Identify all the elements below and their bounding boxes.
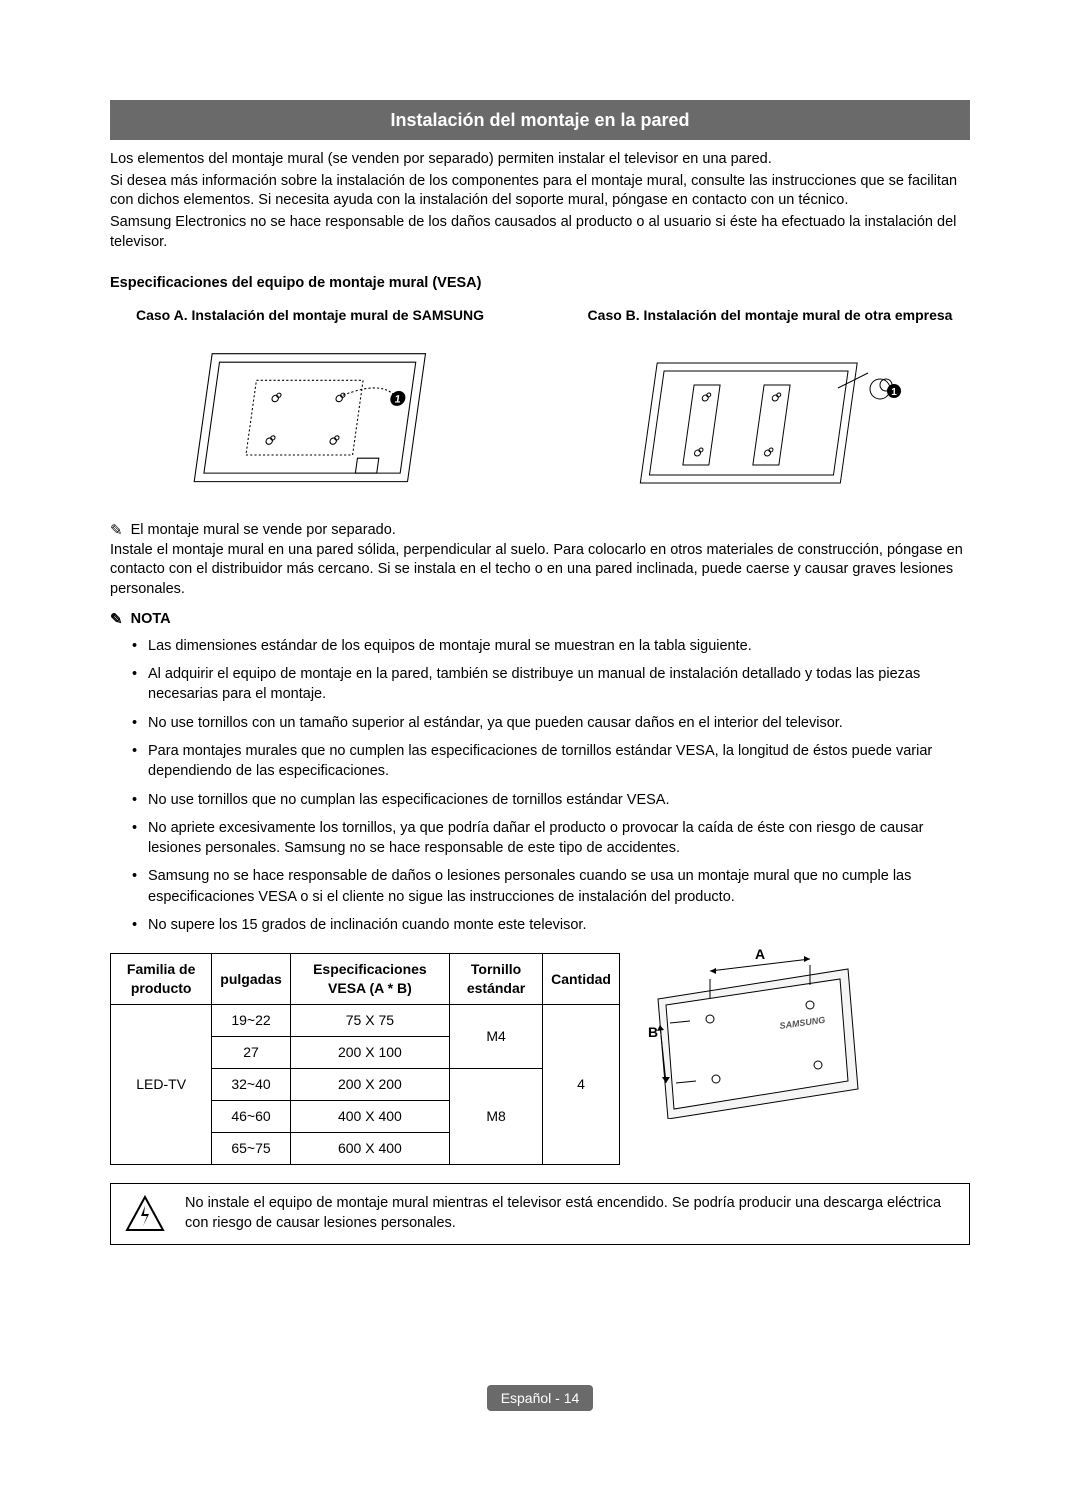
case-b-label: Caso B. Instalación del montaje mural de…	[570, 306, 970, 325]
table-row: LED-TV 19~22 75 X 75 M4 4	[111, 1005, 620, 1037]
td-screw: M4	[450, 1005, 543, 1069]
th-screw: Tornillo estándar	[450, 954, 543, 1005]
note-item: No use tornillos que no cumplan las espe…	[148, 790, 970, 810]
case-a: Caso A. Instalación del montaje mural de…	[110, 306, 510, 503]
separate-sale-note: ✎ El montaje mural se vende por separado…	[110, 521, 970, 541]
td-inches: 19~22	[212, 1005, 290, 1037]
case-b: Caso B. Instalación del montaje mural de…	[570, 306, 970, 503]
note-item: No apriete excesivamente los tornillos, …	[148, 818, 970, 859]
note-item: Al adquirir el equipo de montaje en la p…	[148, 664, 970, 705]
nota-label: NOTA	[131, 611, 171, 627]
td-family: LED-TV	[111, 1005, 212, 1164]
warning-icon	[125, 1194, 165, 1234]
td-inches: 32~40	[212, 1068, 290, 1100]
th-vesa: Especificaciones VESA (A * B)	[290, 954, 449, 1005]
svg-text:A: A	[755, 949, 765, 962]
svg-text:1: 1	[891, 387, 897, 398]
note-item: Samsung no se hace responsable de daños …	[148, 866, 970, 907]
td-vesa: 200 X 200	[290, 1068, 449, 1100]
td-vesa: 400 X 400	[290, 1100, 449, 1132]
note-icon: ✎	[110, 610, 123, 630]
note-item: No use tornillos con un tamaño superior …	[148, 713, 970, 733]
th-inches: pulgadas	[212, 954, 290, 1005]
note-item: No supere los 15 grados de inclinación c…	[148, 915, 970, 935]
td-inches: 65~75	[212, 1132, 290, 1164]
note-icon: ✎	[110, 521, 123, 541]
nota-heading: ✎ NOTA	[110, 610, 970, 630]
cases-row: Caso A. Instalación del montaje mural de…	[110, 306, 970, 503]
td-screw: M8	[450, 1068, 543, 1164]
separate-sale-text: El montaje mural se vende por separado.	[131, 522, 396, 538]
page-number: Español - 14	[487, 1385, 594, 1412]
td-qty: 4	[543, 1005, 620, 1164]
note-item: Las dimensiones estándar de los equipos …	[148, 636, 970, 656]
intro-paragraphs: Los elementos del montaje mural (se vend…	[110, 150, 970, 252]
case-b-diagram: 1	[570, 343, 970, 503]
install-wall-paragraph: Instale el montaje mural en una pared só…	[110, 541, 970, 600]
td-inches: 27	[212, 1036, 290, 1068]
spec-heading: Especificaciones del equipo de montaje m…	[110, 274, 970, 294]
warning-box: No instale el equipo de montaje mural mi…	[110, 1183, 970, 1245]
vesa-table: Familia de producto pulgadas Especificac…	[110, 953, 620, 1164]
notes-list: Las dimensiones estándar de los equipos …	[110, 636, 970, 936]
warning-text: No instale el equipo de montaje mural mi…	[185, 1194, 955, 1233]
section-title: Instalación del montaje en la pared	[110, 100, 970, 140]
tv-back-diagram: A B SAMSUNG	[640, 943, 870, 1126]
intro-p2: Si desea más información sobre la instal…	[110, 172, 970, 211]
th-qty: Cantidad	[543, 954, 620, 1005]
td-inches: 46~60	[212, 1100, 290, 1132]
case-a-diagram: 1	[110, 343, 510, 503]
intro-p1: Los elementos del montaje mural (se vend…	[110, 150, 970, 170]
th-family: Familia de producto	[111, 954, 212, 1005]
svg-text:B: B	[648, 1024, 658, 1040]
intro-p3: Samsung Electronics no se hace responsab…	[110, 213, 970, 252]
td-vesa: 200 X 100	[290, 1036, 449, 1068]
td-vesa: 600 X 400	[290, 1132, 449, 1164]
td-vesa: 75 X 75	[290, 1005, 449, 1037]
case-a-label: Caso A. Instalación del montaje mural de…	[110, 306, 510, 325]
page-footer: Español - 14	[110, 1385, 970, 1412]
table-and-diagram: Familia de producto pulgadas Especificac…	[110, 943, 970, 1164]
note-item: Para montajes murales que no cumplen las…	[148, 741, 970, 782]
